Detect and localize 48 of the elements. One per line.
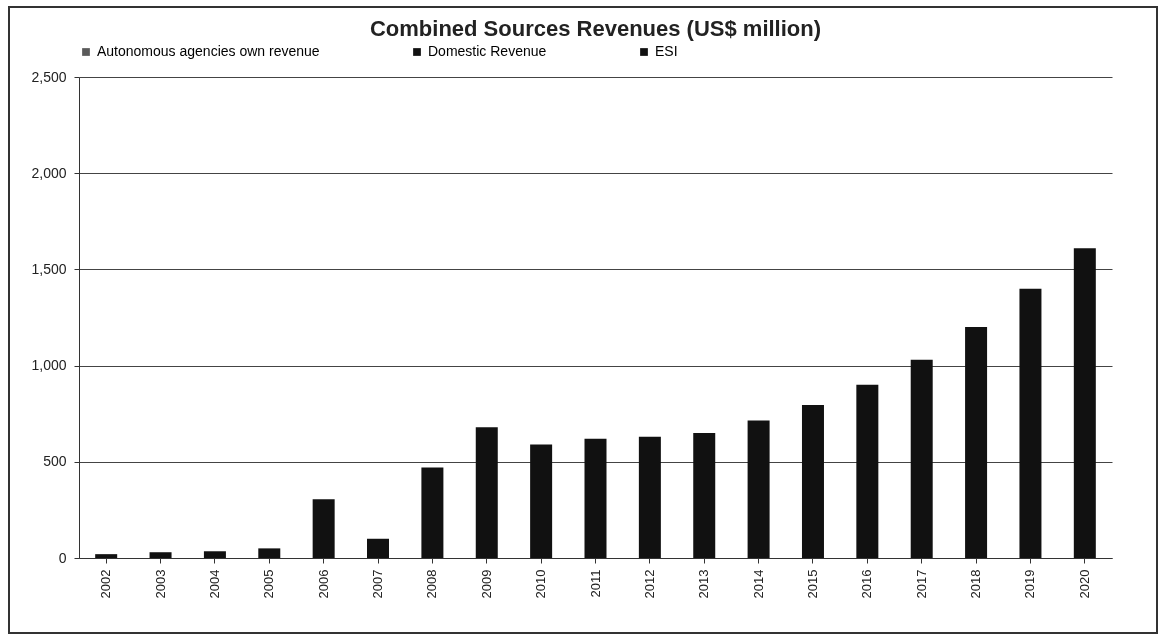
- x-tick-label: 2008: [424, 569, 440, 599]
- x-tick-label: 2012: [641, 569, 657, 599]
- bar: [475, 427, 498, 558]
- bar: [258, 548, 281, 558]
- y-tick-label: 2,500: [31, 68, 67, 85]
- bar: [856, 384, 879, 558]
- bar: [965, 327, 988, 558]
- x-tick-label: 2011: [587, 569, 603, 598]
- bar: [95, 554, 118, 558]
- bar: [367, 538, 390, 558]
- legend-label: Autonomous agencies own revenue: [97, 43, 320, 59]
- bar: [1019, 288, 1042, 558]
- bar: [421, 467, 444, 558]
- bar: [638, 436, 661, 558]
- bar: [584, 438, 607, 558]
- chart-title: Combined Sources Revenues (US$ million): [369, 16, 822, 41]
- x-tick-label: 2005: [261, 569, 277, 599]
- y-tick-label: 1,500: [31, 260, 67, 277]
- y-tick-label: 1,000: [31, 357, 67, 374]
- x-tick-label: 2003: [152, 569, 168, 599]
- bar: [1073, 248, 1096, 558]
- x-tick-label: 2014: [750, 569, 766, 599]
- x-tick-label: 2017: [913, 569, 929, 599]
- x-tick-label: 2010: [533, 569, 549, 599]
- x-tick-label: 2013: [696, 569, 712, 599]
- x-tick-label: 2018: [968, 569, 984, 599]
- bar: [149, 552, 172, 558]
- x-tick-label: 2015: [804, 569, 820, 599]
- legend-label: ESI: [655, 43, 678, 59]
- bar: [801, 405, 824, 558]
- y-tick-label: 2,000: [31, 164, 67, 181]
- legend-label: Domestic Revenue: [428, 43, 547, 59]
- x-tick-label: 2007: [370, 569, 386, 599]
- y-tick-label: 500: [43, 453, 67, 470]
- x-tick-label: 2002: [98, 569, 114, 599]
- bar: [910, 359, 933, 558]
- x-tick-label: 2020: [1076, 569, 1092, 599]
- bar: [203, 551, 226, 558]
- bar: [530, 444, 553, 558]
- bar: [312, 499, 335, 558]
- x-tick-label: 2016: [859, 569, 875, 599]
- x-tick-label: 2019: [1022, 569, 1038, 599]
- bar: [747, 420, 770, 558]
- bar: [693, 432, 716, 558]
- x-tick-label: 2004: [206, 569, 222, 599]
- x-tick-label: 2009: [478, 569, 494, 599]
- y-tick-label: 0: [58, 549, 67, 566]
- x-tick-label: 2006: [315, 569, 331, 599]
